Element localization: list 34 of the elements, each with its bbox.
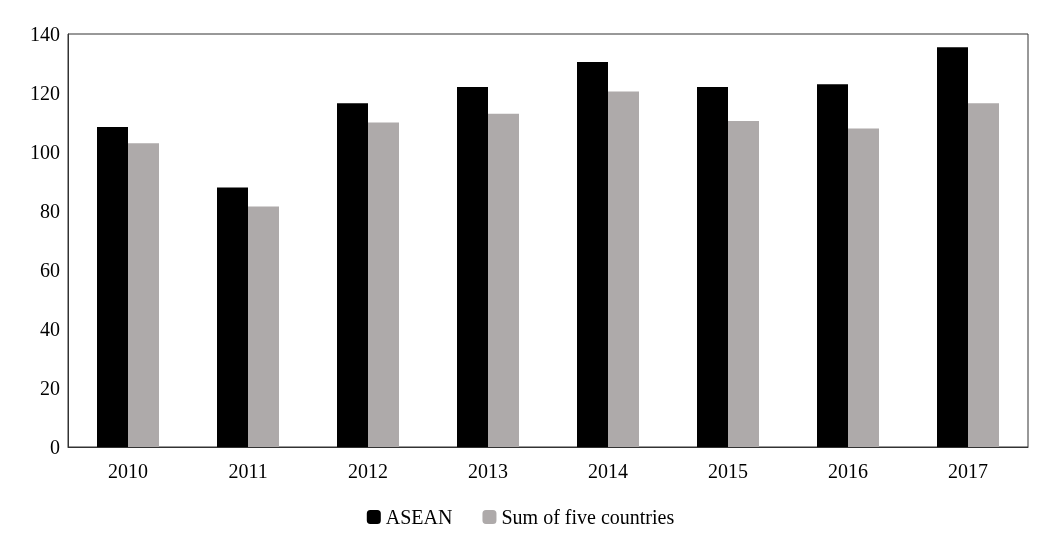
y-tick-label: 0 <box>50 436 60 458</box>
bar <box>728 121 759 447</box>
legend-label: ASEAN <box>385 506 453 528</box>
y-tick-label: 20 <box>40 377 60 399</box>
y-tick-label: 40 <box>40 318 60 340</box>
x-tick-label: 2012 <box>348 460 388 482</box>
bar <box>968 103 999 447</box>
bar <box>488 113 519 447</box>
y-tick-label: 100 <box>30 141 60 163</box>
bar <box>368 122 399 447</box>
bar <box>608 91 639 447</box>
x-tick-label: 2016 <box>828 460 868 482</box>
bar <box>457 87 488 447</box>
y-tick-label: 80 <box>40 200 60 222</box>
x-tick-label: 2015 <box>708 460 748 482</box>
bar <box>937 47 968 447</box>
x-tick-label: 2013 <box>468 460 508 482</box>
bar <box>97 126 128 447</box>
y-tick-label: 120 <box>30 82 60 104</box>
x-tick-label: 2014 <box>588 460 628 482</box>
bar <box>248 206 279 447</box>
bar <box>337 103 368 447</box>
y-tick-label: 60 <box>40 259 60 281</box>
bar <box>577 62 608 447</box>
x-tick-label: 2011 <box>228 460 268 482</box>
x-tick-label: 2010 <box>108 460 148 482</box>
bar <box>817 84 848 447</box>
bar <box>848 128 879 447</box>
y-tick-label: 140 <box>30 23 60 45</box>
bar <box>697 87 728 447</box>
x-tick-label: 2017 <box>948 460 988 482</box>
legend-label: Sum of five countries <box>501 506 675 528</box>
bar <box>217 187 248 447</box>
bar <box>128 143 159 447</box>
